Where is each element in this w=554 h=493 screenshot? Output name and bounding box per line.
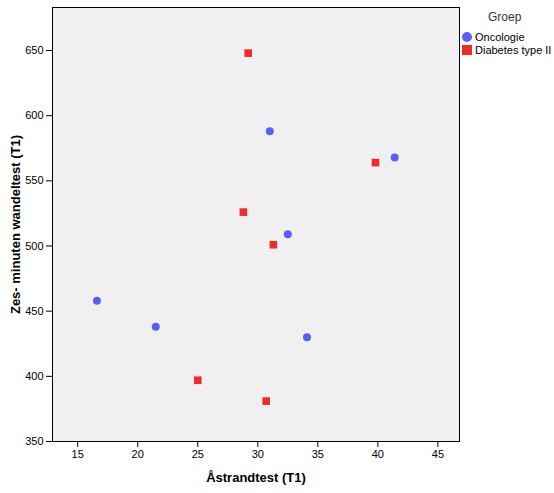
svg-text:Zes- minuten wandeltest (T1): Zes- minuten wandeltest (T1) [8,135,23,314]
svg-text:600: 600 [25,109,43,121]
svg-text:25: 25 [192,448,204,460]
svg-text:40: 40 [372,448,384,460]
svg-text:500: 500 [25,240,43,252]
svg-text:45: 45 [432,448,444,460]
svg-text:20: 20 [132,448,144,460]
html-text:Oncologie: Oncologie [475,30,525,43]
svg-text:650: 650 [25,44,43,56]
svg-text:35: 35 [312,448,324,460]
html-text:Groep: Groep [488,10,522,24]
svg-text:15: 15 [72,448,84,460]
svg-text:450: 450 [25,305,43,317]
svg-text:550: 550 [25,174,43,186]
svg-text:Åstrandtest (T1): Åstrandtest (T1) [206,470,306,485]
svg-text:30: 30 [252,448,264,460]
svg-text:400: 400 [25,370,43,382]
svg-text:350: 350 [25,435,43,447]
html-text:Diabetes type II: Diabetes type II [475,43,552,56]
